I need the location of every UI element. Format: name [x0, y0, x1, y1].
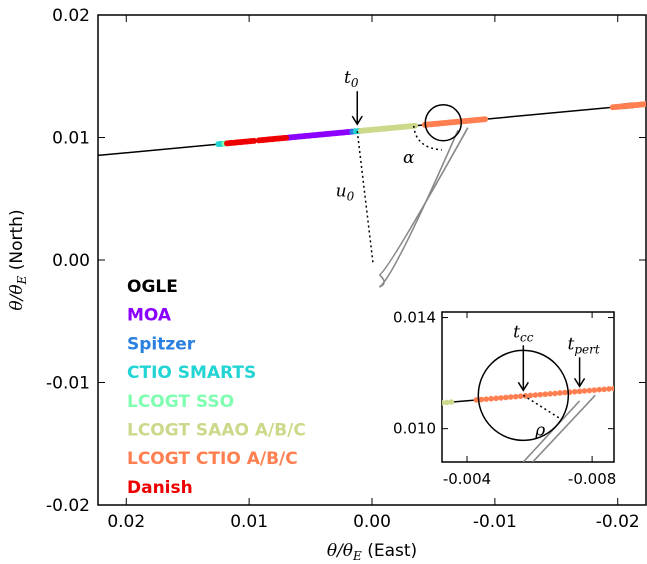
inset-data-point: [503, 394, 509, 401]
inset-y-tick-label: 0.010: [393, 420, 436, 438]
plot-content: t0 u0 α: [98, 68, 646, 288]
inset-data-point: [591, 387, 598, 393]
legend-entry: OGLE: [127, 277, 178, 297]
legend: OGLE MOA Spitzer CTIO SMARTS LCOGT SSO LCOGT …: [127, 277, 306, 498]
legend-entry: LCOGT CTIO A/B/C: [127, 449, 298, 469]
inset-data-point: [596, 386, 603, 393]
t0-arrow-head: [351, 115, 363, 126]
inset-x-tick-label: -0.004: [443, 470, 491, 488]
inset-data-point: [478, 396, 485, 403]
inset-frame: [441, 311, 615, 463]
inset-data-point: [606, 386, 612, 392]
inset-caustic-arm: [532, 394, 596, 462]
inset-data-point: [512, 393, 519, 400]
inset-data-point: [493, 395, 499, 402]
inset-data-point: [517, 393, 524, 400]
inset-data-point: [581, 388, 588, 394]
rho-label: ρ: [534, 420, 545, 440]
x-tick-label: -0.01: [473, 512, 517, 532]
inset-data-point: [483, 396, 490, 402]
inset-data-point: [527, 392, 534, 399]
inset-data-point: [576, 388, 583, 395]
inset-y-tick-label: 0.014: [393, 309, 436, 327]
y-tick-label: 0.00: [52, 251, 90, 271]
inset-data-point: [557, 390, 563, 396]
inset-data-point: [571, 388, 578, 395]
inset-data-point: [547, 391, 553, 397]
x-tick-label: 0.01: [230, 512, 268, 532]
alpha-label: α: [403, 148, 415, 168]
data-point-lcogt-ctio-a-b-c: [482, 116, 489, 123]
legend-entry: MOA: [127, 306, 172, 326]
x-axis-label: θ/θE (East): [327, 541, 417, 563]
legend-entry: LCOGT SSO: [127, 392, 234, 412]
inset-data-point: [498, 395, 504, 401]
legend-entry: CTIO SMARTS: [127, 363, 256, 383]
inset-data-point: [522, 393, 529, 399]
data-point-danish: [282, 134, 289, 141]
inset-data-point: [443, 399, 450, 406]
legend-entry: Danish: [127, 478, 193, 498]
data-point-lcogt-saao-a-b-c: [412, 122, 419, 129]
data-point-lcogt-ctio-a-b-c: [643, 101, 646, 108]
inset-data-point: [448, 399, 455, 405]
legend-entry: Spitzer: [127, 334, 196, 354]
y-tick-label: -0.01: [46, 374, 90, 394]
y-tick-label: 0.02: [52, 6, 90, 26]
inset-data-point: [562, 389, 568, 396]
y-tick-label: -0.02: [46, 496, 90, 516]
y-axis-label: θ/θE (North): [7, 209, 29, 310]
caustic-lower-arm: [378, 129, 459, 288]
caustic-cusp: [378, 274, 385, 288]
tpert-arrow-head: [573, 377, 586, 388]
alpha-angle-arc: [413, 125, 442, 151]
tcc-arrow-head: [517, 381, 529, 392]
source-size-circle: [424, 104, 463, 142]
x-tick-label: 0.02: [107, 512, 145, 532]
x-tick-label: 0.00: [353, 512, 391, 532]
t0-label: t0: [344, 68, 359, 90]
data-point-danish: [251, 137, 258, 144]
inset-data-point: [611, 385, 614, 392]
inset-data-point: [586, 387, 593, 394]
x-tick-label: -0.02: [596, 512, 640, 532]
legend-entry: LCOGT SAAO A/B/C: [127, 421, 306, 441]
inset-data-point: [542, 391, 548, 398]
u0-impact-line: [356, 131, 374, 265]
main-plot-area: 0.02 0.01 0.00 -0.01 -0.02 0.02 0.01 0.00 -0.01 -…: [7, 6, 647, 563]
inset-data-point: [532, 392, 539, 398]
u0-label: u0: [336, 181, 355, 203]
inset-data-point: [552, 390, 558, 397]
inset-data-point: [537, 391, 544, 398]
inset-data-point: [508, 394, 514, 400]
inset-x-tick-label: -0.008: [568, 470, 616, 488]
inset-data-point: [601, 386, 607, 393]
inset-data-point: [488, 395, 494, 402]
y-tick-label: 0.01: [52, 129, 90, 149]
caustic-upper-arm: [378, 127, 469, 276]
inset-caustic-arm: [522, 400, 581, 462]
